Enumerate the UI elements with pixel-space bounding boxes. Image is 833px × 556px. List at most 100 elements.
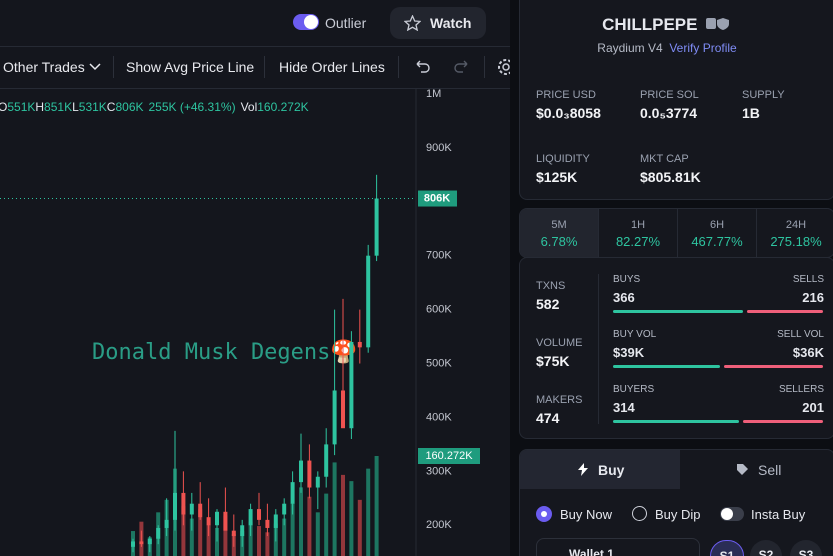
radio-selected[interactable] <box>536 506 552 522</box>
separator <box>113 56 114 78</box>
token-card: CHILLPEPE Raydium V4 Verify Profile PRIC… <box>519 0 833 200</box>
hide-orders-button[interactable]: Hide Order Lines <box>279 59 385 75</box>
timeframe-label: 1H <box>630 219 646 231</box>
timeframe-label: 24H <box>785 219 807 231</box>
stat-label: PRICE USD <box>536 89 596 101</box>
y-tick-label: 500K <box>426 357 452 369</box>
split-label: BUYERS <box>613 384 655 395</box>
volume-bar <box>282 518 287 556</box>
candle-body <box>198 503 203 518</box>
insta-toggle[interactable] <box>720 507 744 521</box>
volume-bar <box>332 462 337 556</box>
legend-item: O <box>0 100 8 114</box>
total-label: TXNS <box>536 280 566 292</box>
volume-bar <box>315 512 320 556</box>
verify-link[interactable]: Verify Profile <box>669 41 737 55</box>
split-value: $39K <box>613 345 645 360</box>
timeframe-change: 6.78% <box>540 234 578 249</box>
slot-button[interactable]: S3 <box>790 540 822 556</box>
slot-label: S1 <box>719 549 735 556</box>
sell-bar <box>747 310 823 313</box>
candle-body <box>173 492 177 520</box>
token-sub: Raydium V4 Verify Profile <box>520 41 814 55</box>
total-label: MAKERS <box>536 394 583 406</box>
volume-bar <box>257 526 261 556</box>
candle-body <box>189 503 194 515</box>
outlier-label: Outlier <box>325 15 367 31</box>
split-value: 216 <box>802 290 824 305</box>
wallet-select[interactable]: Wallet 1 <box>536 538 700 556</box>
candle-body <box>265 519 270 528</box>
volume-bar <box>181 506 186 556</box>
y-tick-label: 300K <box>426 465 452 477</box>
volume-bar <box>215 527 219 556</box>
candle-body <box>181 492 186 515</box>
buy-bar <box>613 365 721 368</box>
timeframe-label: 6H <box>709 219 725 231</box>
buy-tab[interactable]: Buy <box>520 450 680 489</box>
candle-body <box>282 503 287 515</box>
slot-button[interactable]: S2 <box>750 540 782 556</box>
slot-button[interactable]: S1 <box>710 540 744 556</box>
undo-redo[interactable] <box>413 58 473 76</box>
legend-item: 806K <box>115 100 144 114</box>
sell-bar <box>724 365 823 368</box>
dex: Raydium V4 <box>597 41 663 55</box>
candle-body <box>147 538 152 545</box>
total-value: 582 <box>536 296 560 312</box>
sell-tab-label: Sell <box>758 462 782 478</box>
token-title-row: CHILLPEPE <box>520 15 814 35</box>
other-trades[interactable]: Other Trades <box>3 59 85 75</box>
timeframe-cell[interactable]: 24H 275.18% <box>757 209 833 257</box>
radio[interactable] <box>632 506 647 521</box>
volume-tag <box>418 448 480 464</box>
y-tick-label: 600K <box>426 304 452 316</box>
candle-body <box>223 511 228 531</box>
volume-bar <box>341 474 345 556</box>
avg-price-button[interactable]: Show Avg Price Line <box>126 59 255 75</box>
timeframe-cell[interactable]: 6H 467.77% <box>678 209 757 257</box>
stat-label: SUPPLY <box>742 89 785 101</box>
legend-item: 255K (+46.31%) <box>148 100 236 114</box>
split-label: SELL VOL <box>777 329 824 340</box>
total-value: $75K <box>536 353 570 369</box>
legend-item: 531K <box>78 100 107 114</box>
timeframe-cell[interactable]: 5M 6.78% <box>520 209 599 257</box>
candle-body <box>215 511 219 526</box>
timeframe-change: 275.18% <box>770 234 822 249</box>
settings-icon[interactable] <box>496 57 510 77</box>
watch-label: Watch <box>430 15 472 31</box>
split-label: SELLS <box>792 274 824 285</box>
volume-bar <box>290 502 295 556</box>
volume-bar <box>374 456 379 556</box>
slot-label: S3 <box>798 548 814 556</box>
legend-item: L <box>72 100 79 114</box>
watermark: Donald Musk Degens🍄 <box>92 339 358 365</box>
toggle-knob <box>304 15 318 29</box>
candle-body <box>366 255 371 348</box>
volume-bar <box>349 481 354 556</box>
buy-bar <box>613 420 740 423</box>
timeframe-cell[interactable]: 1H 82.27% <box>599 209 678 257</box>
legend-item: C <box>106 100 116 114</box>
split-value: 314 <box>613 400 635 415</box>
outlier-toggle[interactable] <box>293 14 319 30</box>
timeframe-change: 82.27% <box>615 234 661 249</box>
radio-dot <box>541 511 547 517</box>
volume-bar <box>198 509 203 556</box>
buy-tab-label: Buy <box>598 462 625 478</box>
sell-tab[interactable]: Sell <box>680 450 833 489</box>
y-tick-label: 900K <box>426 142 452 154</box>
candle-body <box>257 509 261 520</box>
activity-card: TXNS 582 VOLUME $75K MAKERS 474 BUYS SELLS 366 21… <box>519 257 833 439</box>
timeframe-label: 5M <box>551 219 567 231</box>
volume-bar <box>248 521 253 556</box>
candle-body <box>240 525 245 537</box>
legend-item: Vol <box>240 100 258 114</box>
separator <box>484 56 485 78</box>
volume-bar <box>206 524 211 556</box>
buy-bar <box>613 310 744 313</box>
split-label: BUY VOL <box>613 329 657 340</box>
watch-button[interactable]: Watch <box>390 7 486 39</box>
volume-tag-label: 160.272K <box>425 450 473 462</box>
